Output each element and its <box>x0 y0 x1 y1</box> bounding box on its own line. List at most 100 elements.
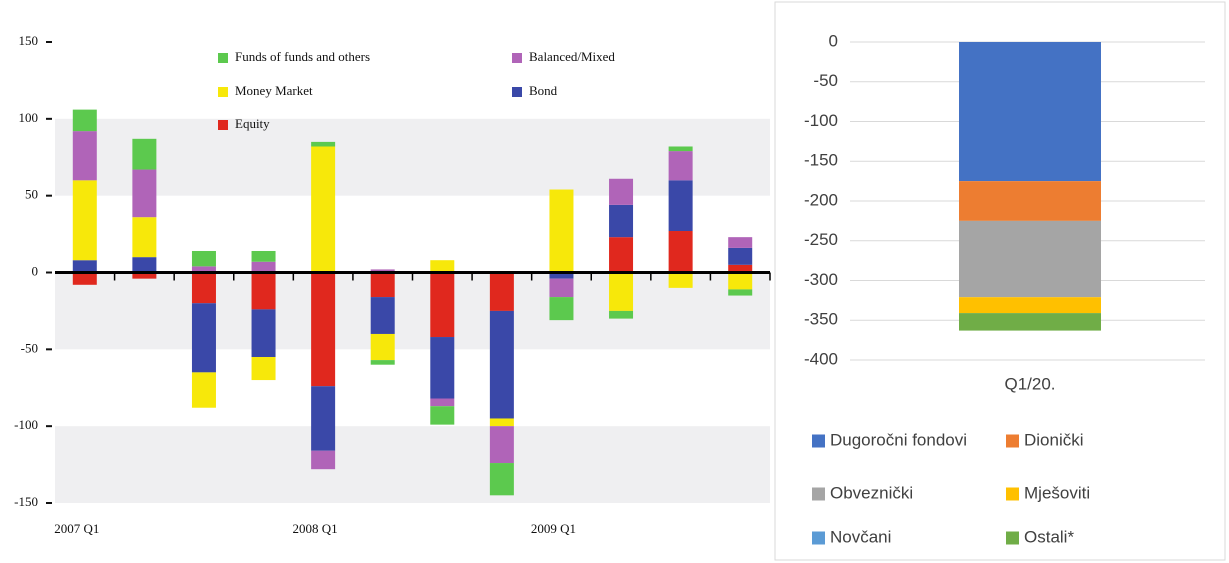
legend-label: Money Market <box>235 83 313 98</box>
x-tick-label: Q1/20. <box>1004 374 1055 393</box>
bar-segment <box>668 180 693 232</box>
y-tick-label: 50 <box>25 187 38 202</box>
bar-segment <box>132 257 157 273</box>
bar-segment <box>72 109 97 132</box>
x-tick-label: 2009 Q1 <box>531 521 576 536</box>
bar-segment <box>609 204 634 238</box>
bar-segment <box>549 189 574 273</box>
legend-label: Bond <box>529 83 558 98</box>
legend-label: Dionički <box>1024 430 1084 449</box>
bar-segment <box>549 278 574 298</box>
bar-segment <box>489 310 514 419</box>
bar-segment <box>191 303 216 373</box>
bar-segment <box>609 178 634 205</box>
bar-segment <box>728 247 753 265</box>
y-tick-label: -300 <box>804 270 838 289</box>
legend-swatch <box>1006 434 1019 448</box>
bar-segment <box>609 237 634 273</box>
bar-segment <box>430 337 455 399</box>
bar-segment <box>668 231 693 273</box>
bar-segment <box>489 426 514 464</box>
bar-segment <box>311 141 336 147</box>
y-tick-label: -250 <box>804 230 838 249</box>
bar-segment <box>370 269 395 273</box>
bar-segment <box>311 450 336 470</box>
bar-segment <box>489 463 514 496</box>
bar-segment <box>191 272 216 304</box>
bar-segment <box>251 309 276 358</box>
bar-segment <box>370 333 395 361</box>
y-tick-label: 100 <box>19 110 39 125</box>
bar-segment <box>72 260 97 273</box>
legend-swatch <box>218 120 228 130</box>
bar-segment <box>430 260 455 273</box>
bar-segment <box>191 266 216 273</box>
bar-segment <box>728 289 753 296</box>
y-tick-label: -350 <box>804 310 838 329</box>
y-tick-label: -100 <box>14 417 38 432</box>
bar-segment <box>668 151 693 181</box>
grid-band <box>55 118 770 196</box>
y-tick-label: -150 <box>14 494 38 509</box>
bar-segment <box>489 418 514 427</box>
bar-segment <box>311 386 336 451</box>
legend-label: Equity <box>235 116 270 131</box>
y-tick-label: 0 <box>32 263 39 278</box>
right-chart: 0 -50 -100 -150 -200 -250 -300 -350 -400 Q1/20. Du… <box>804 31 1205 546</box>
bar-segment <box>430 398 455 407</box>
bar-segment <box>728 272 753 290</box>
legend-label: Mješoviti <box>1024 483 1090 502</box>
legend-swatch <box>512 87 522 97</box>
grid-band <box>55 272 770 350</box>
bar-segment <box>72 180 97 261</box>
bar-segment <box>549 297 574 321</box>
y-tick-label: 150 <box>19 33 39 48</box>
legend-swatch <box>812 531 825 545</box>
bar-segment <box>251 272 276 310</box>
bar-segment <box>370 297 395 334</box>
bar-segment <box>370 360 395 365</box>
bar-segment <box>132 138 157 170</box>
x-tick-label: 2007 Q1 <box>54 521 99 536</box>
bar-segment <box>728 237 753 248</box>
legend-swatch <box>812 487 825 501</box>
bar-segment <box>609 272 634 311</box>
bar-segment <box>132 217 157 258</box>
y-tick-label: -200 <box>804 190 838 209</box>
bar-segment <box>959 42 1101 182</box>
bar-segment <box>72 131 97 181</box>
legend-swatch <box>812 434 825 448</box>
y-tick-label: -400 <box>804 349 838 368</box>
bar-segment <box>311 146 336 273</box>
bar-segment <box>959 181 1101 221</box>
legend-swatch <box>218 87 228 97</box>
bar-segment <box>959 313 1101 331</box>
legend-label: Funds of funds and others <box>235 49 370 64</box>
y-tick-label: -100 <box>804 111 838 130</box>
right-panel-border <box>774 1 1226 561</box>
legend-label: Novčani <box>830 527 891 546</box>
bar-segment <box>609 310 634 319</box>
bar-segment <box>430 406 455 425</box>
bar-segment <box>132 169 157 218</box>
bar-segment <box>430 272 455 338</box>
bar-segment <box>959 220 1101 298</box>
legend-swatch <box>512 53 522 63</box>
legend-label: Balanced/Mixed <box>529 49 615 64</box>
bar-segment <box>251 250 276 262</box>
bar-segment <box>251 261 276 273</box>
bar-segment <box>959 297 1101 314</box>
bar-segment <box>311 272 336 387</box>
y-tick-label: -50 <box>21 340 38 355</box>
y-tick-label: -150 <box>804 151 838 170</box>
bar-segment <box>132 272 157 279</box>
legend-swatch <box>218 53 228 63</box>
y-tick-label: -50 <box>813 71 838 90</box>
bar-segment <box>370 272 395 298</box>
legend-label: Obveznički <box>830 483 913 502</box>
bar-segment <box>668 272 693 288</box>
bar-segment <box>72 272 97 285</box>
bar-segment <box>489 272 514 311</box>
